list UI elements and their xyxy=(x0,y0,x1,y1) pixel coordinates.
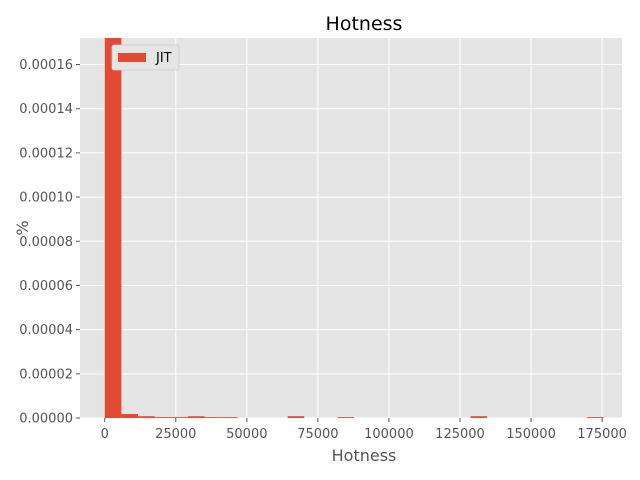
x-tick-label: 0 xyxy=(101,427,109,442)
y-tick-label: 0.00012 xyxy=(19,146,73,161)
y-tick-label: 0.00006 xyxy=(19,279,73,294)
histogram-bar xyxy=(586,417,604,418)
x-tick-label: 100000 xyxy=(364,427,414,442)
y-tick-label: 0.00010 xyxy=(19,191,73,206)
y-tick-label: 0.00014 xyxy=(19,102,73,117)
x-axis-ticks: 0 25000 50000 75000 100000 125000 150000 175000 xyxy=(101,418,627,442)
histogram-bar xyxy=(470,416,488,418)
histogram-bar xyxy=(121,414,138,418)
x-tick-label: 175000 xyxy=(577,427,627,442)
x-tick-label: 50000 xyxy=(226,427,267,442)
legend-swatch xyxy=(118,53,146,62)
histogram-bar xyxy=(104,38,122,418)
histogram-bars xyxy=(104,38,604,418)
legend-label: JIT xyxy=(155,51,172,66)
y-tick-label: 0.00000 xyxy=(19,412,73,427)
x-tick-label: 125000 xyxy=(435,427,485,442)
y-axis-label: % xyxy=(13,220,32,235)
x-tick-label: 150000 xyxy=(506,427,556,442)
y-tick-label: 0.00008 xyxy=(19,235,73,250)
histogram-bar xyxy=(187,416,205,418)
histogram-bar xyxy=(221,417,238,418)
x-axis-label: Hotness xyxy=(332,446,397,465)
plot-background xyxy=(80,38,622,418)
grid-lines xyxy=(80,38,622,419)
histogram-bar xyxy=(154,417,172,418)
y-tick-label: 0.00016 xyxy=(19,58,73,73)
histogram-bar xyxy=(204,417,222,418)
y-tick-label: 0.00004 xyxy=(19,323,73,338)
y-axis-ticks: 0.00000 0.00002 0.00004 0.00006 0.00008 0.000… xyxy=(19,58,80,427)
y-tick-label: 0.00002 xyxy=(19,367,73,382)
x-tick-label: 75000 xyxy=(297,427,338,442)
histogram-bar xyxy=(171,417,188,418)
histogram-bar xyxy=(287,416,305,418)
x-tick-label: 25000 xyxy=(155,427,196,442)
chart-title: Hotness xyxy=(326,13,403,35)
histogram-bar xyxy=(337,417,355,418)
legend: JIT xyxy=(111,44,180,71)
histogram-bar xyxy=(137,416,155,418)
